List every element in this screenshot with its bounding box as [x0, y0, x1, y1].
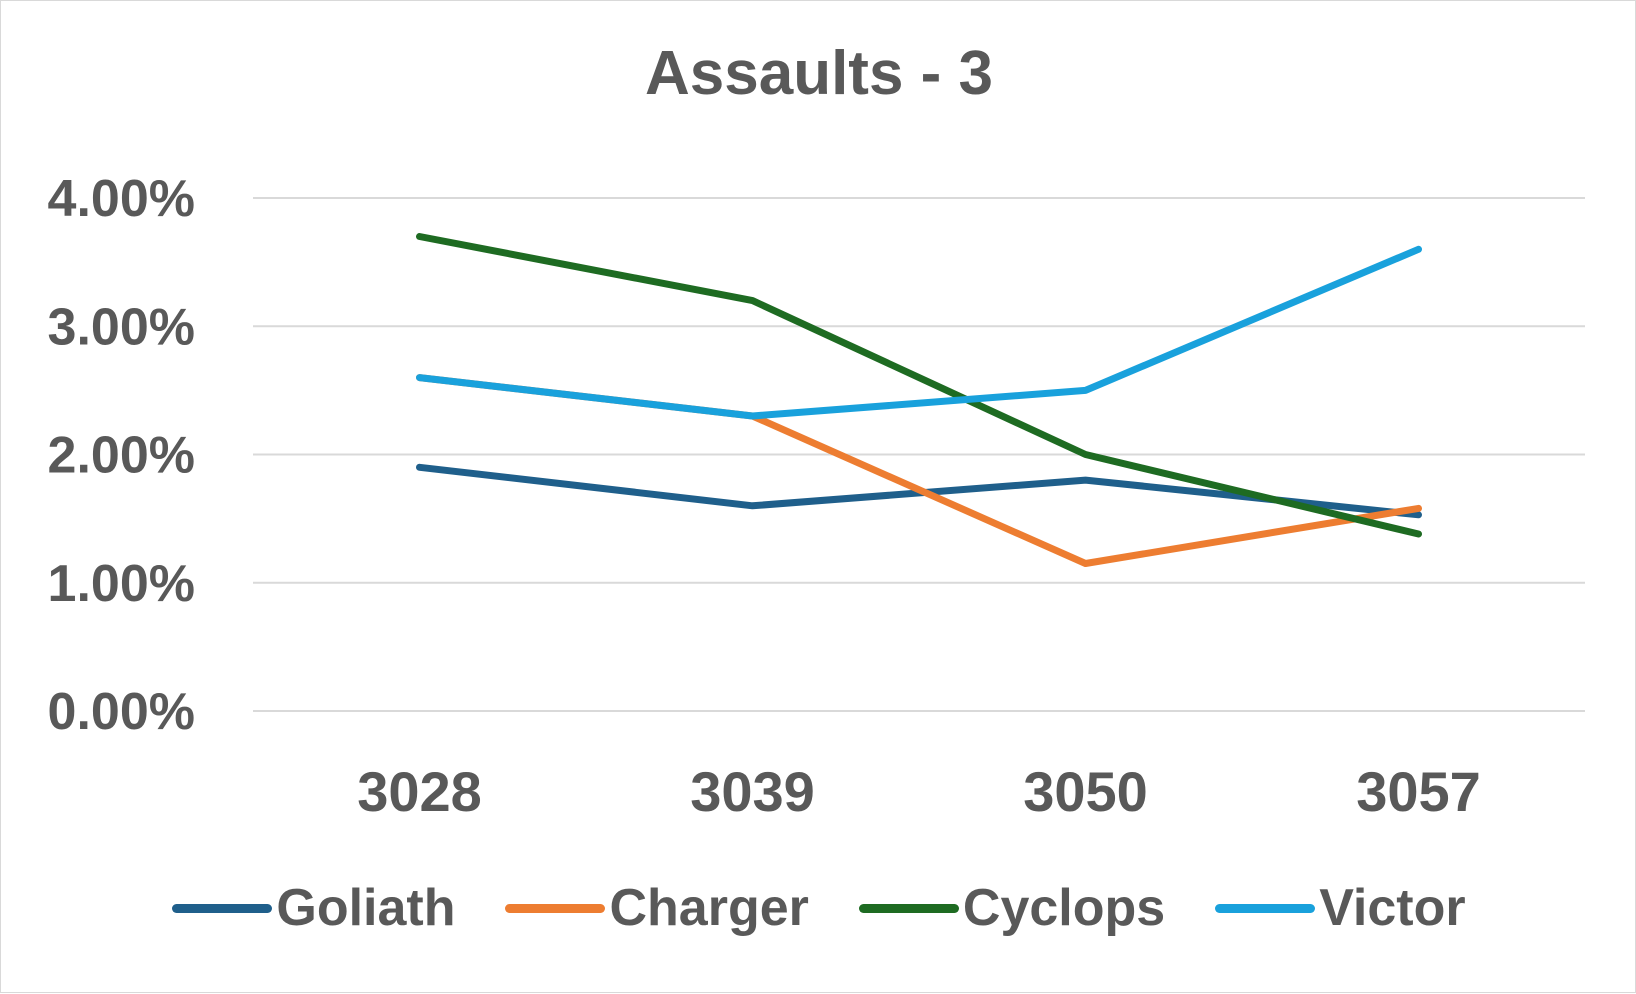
- x-tick-label: 3039: [690, 760, 815, 823]
- x-tick-label: 3028: [357, 760, 482, 823]
- legend: Goliath Charger Cyclops Victor: [1, 873, 1636, 943]
- legend-swatch: [505, 903, 606, 913]
- legend-item-victor: Victor: [1215, 879, 1466, 937]
- y-tick-label: 0.00%: [48, 683, 195, 741]
- x-tick-label: 3057: [1356, 760, 1481, 823]
- series-line-victor: [416, 245, 1422, 420]
- legend-swatch: [858, 903, 959, 913]
- legend-swatch: [172, 903, 273, 913]
- legend-item-charger: Charger: [505, 879, 809, 937]
- legend-item-goliath: Goliath: [172, 882, 455, 934]
- y-tick-label: 2.00%: [48, 427, 195, 485]
- chart-title: Assaults - 3: [644, 39, 994, 108]
- x-tick-label: 3050: [1023, 760, 1148, 823]
- y-tick-label: 3.00%: [48, 298, 195, 356]
- y-tick-label: 4.00%: [48, 170, 195, 228]
- y-tick-label: 1.00%: [48, 555, 195, 613]
- legend-label: Victor: [1319, 879, 1466, 937]
- legend-swatch: [1215, 903, 1316, 913]
- legend-label: Cyclops: [962, 879, 1166, 937]
- legend-label: Charger: [609, 879, 809, 937]
- legend-label: Goliath: [276, 879, 456, 937]
- series-line-cyclops: [416, 233, 1422, 538]
- legend-item-cyclops: Cyclops: [858, 879, 1166, 937]
